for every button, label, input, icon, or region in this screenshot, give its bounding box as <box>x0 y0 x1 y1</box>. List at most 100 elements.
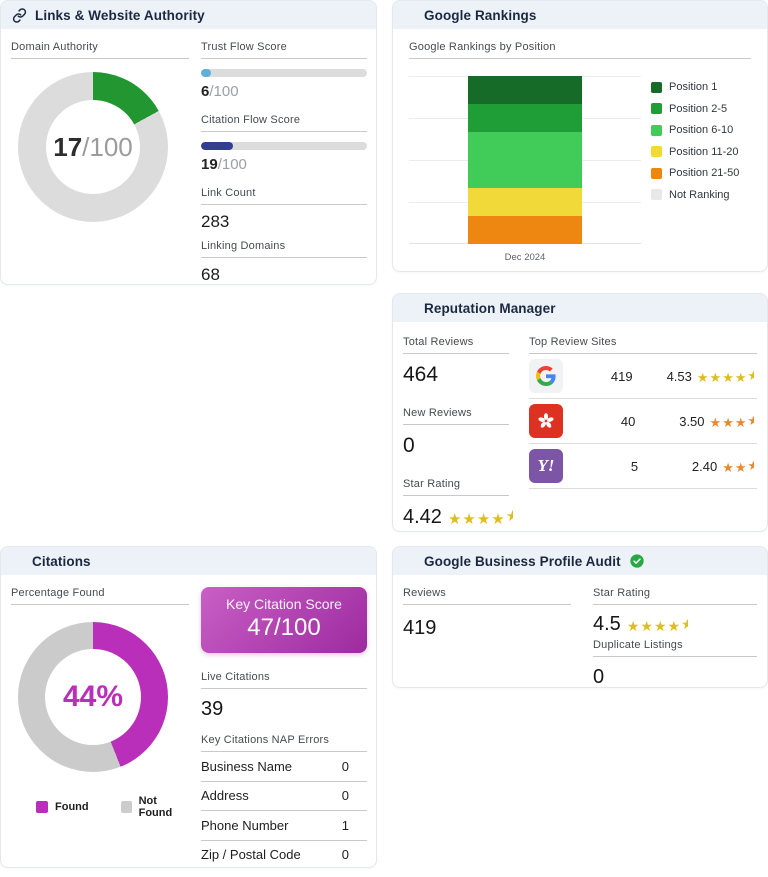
legend-item: Position 21-50 <box>651 167 751 179</box>
rating-value: 4.53 <box>666 368 692 384</box>
star-icon: ★ <box>640 617 653 634</box>
star-icon: ★ <box>722 414 734 430</box>
star-icons: ★★★★ <box>710 414 755 429</box>
legend-swatch <box>120 801 132 813</box>
gbp-star-rating-label: Star Rating <box>593 587 651 599</box>
divider <box>593 656 757 657</box>
nap-row-value: 1 <box>341 817 349 833</box>
domain-authority-value: 17/100 <box>18 72 168 222</box>
nap-row-label: Phone Number <box>201 817 289 833</box>
legend-swatch <box>651 167 662 179</box>
star-icons: ★★★★★ <box>627 617 689 633</box>
star-icon: ★ <box>476 510 491 528</box>
duplicate-listings-label: Duplicate Listings <box>593 639 683 651</box>
total-reviews-value: 464 <box>403 363 439 386</box>
divider <box>201 204 367 205</box>
legend-label: Not Ranking <box>669 188 730 201</box>
review-site-row-yelp: 40 3.50 ★★★★ <box>529 399 757 444</box>
divider <box>201 751 367 752</box>
legend-swatch <box>36 801 48 813</box>
key-citation-score-box: Key Citation Score 47/100 <box>201 587 367 653</box>
trust-flow-progress-bar <box>201 69 367 77</box>
legend-item: Position 2-5 <box>651 103 751 115</box>
card-title: Reputation Manager <box>424 300 556 316</box>
legend-swatch <box>651 81 662 93</box>
star-rating-label: Star Rating <box>403 478 461 490</box>
star-icon: ★ <box>722 459 734 475</box>
rankings-plot-area <box>409 76 641 244</box>
star-icons: ★★★★★ <box>697 369 755 384</box>
star-icon: ★ <box>709 369 722 385</box>
divider <box>201 688 367 689</box>
divider <box>403 353 509 354</box>
citation-flow-value: 19/100 <box>201 156 367 173</box>
verified-badge-icon <box>629 553 645 569</box>
divider <box>403 604 571 605</box>
citations-card-header: Citations <box>1 547 376 575</box>
half-star-icon: ★ <box>681 617 688 631</box>
nap-row-value: 0 <box>341 847 349 863</box>
divider <box>409 58 751 59</box>
legend-swatch <box>651 103 662 114</box>
live-citations-label: Live Citations <box>201 671 270 683</box>
bar-segment <box>468 76 582 104</box>
site-rating: 3.50 ★★★★ <box>679 414 757 429</box>
gbp-card-header: Google Business Profile Audit <box>393 547 767 575</box>
rankings-card-header: Google Rankings <box>393 1 767 29</box>
score-value: 19 <box>201 156 218 173</box>
percentage-found-value: 44% <box>62 680 124 713</box>
legend-item: Position 6-10 <box>651 124 751 136</box>
divider <box>593 604 757 605</box>
legend-label: Position 11-20 <box>669 145 739 158</box>
legend-label: Found <box>55 801 89 813</box>
legend-label: Not Found <box>138 795 173 819</box>
gbp-reviews-label: Reviews <box>403 587 446 599</box>
rating-value: 3.50 <box>679 413 705 429</box>
link-count-value: 283 <box>201 212 230 231</box>
review-count: 419 <box>610 368 633 384</box>
card-citations: Citations Percentage Found 44% Found Not… <box>0 546 377 868</box>
nap-row-value: 0 <box>341 788 349 804</box>
divider <box>403 424 509 425</box>
star-icon: ★ <box>667 617 681 634</box>
divider <box>201 58 367 59</box>
legend-swatch <box>651 189 662 200</box>
citation-flow-progress-bar <box>201 142 367 150</box>
half-star-icon: ★ <box>748 414 755 427</box>
legend-label: Position 21-50 <box>669 167 740 179</box>
review-site-row-google: 419 4.53 ★★★★★ <box>529 354 757 399</box>
score-max: /100 <box>209 83 239 100</box>
site-rating: 2.40 ★★★ <box>692 459 757 474</box>
nap-row-label: Zip / Postal Code <box>201 847 301 863</box>
domain-authority-label: Domain Authority <box>11 41 98 53</box>
live-citations-value: 39 <box>201 698 224 720</box>
card-reputation-manager: Reputation Manager Total Reviews 464 New… <box>392 293 768 532</box>
legend-item-found: Found <box>36 795 89 819</box>
legend-swatch <box>651 146 662 157</box>
star-icon: ★ <box>734 414 747 430</box>
star-icon: ★ <box>653 617 667 634</box>
rating-value: 4.5 <box>593 613 621 635</box>
half-star-icon: ★ <box>506 509 514 524</box>
bar-segment <box>468 132 582 188</box>
legend-item: Position 1 <box>651 81 751 93</box>
star-icon: ★ <box>462 510 476 528</box>
legend-item-not-found: Not Found <box>120 795 189 819</box>
card-links-website-authority: Links & Website Authority Domain Authori… <box>0 0 377 285</box>
nap-row-address: Address 0 <box>201 782 367 811</box>
link-count-label: Link Count <box>201 187 256 199</box>
review-count: 40 <box>620 413 636 429</box>
divider <box>11 58 189 59</box>
card-title: Links & Website Authority <box>35 7 205 23</box>
domain-authority-donut: 17/100 <box>18 72 168 222</box>
linking-domains-label: Linking Domains <box>201 240 286 252</box>
nap-row-phone-number: Phone Number 1 <box>201 811 367 841</box>
rankings-subtitle: Google Rankings by Position <box>409 41 556 53</box>
star-icons: ★★★ <box>722 459 755 474</box>
x-axis-tick-label: Dec 2024 <box>504 252 546 263</box>
reputation-card-header: Reputation Manager <box>393 294 767 322</box>
links-card-header: Links & Website Authority <box>1 1 376 29</box>
top-review-sites-label: Top Review Sites <box>529 336 617 348</box>
trust-flow-value: 6/100 <box>201 83 367 100</box>
